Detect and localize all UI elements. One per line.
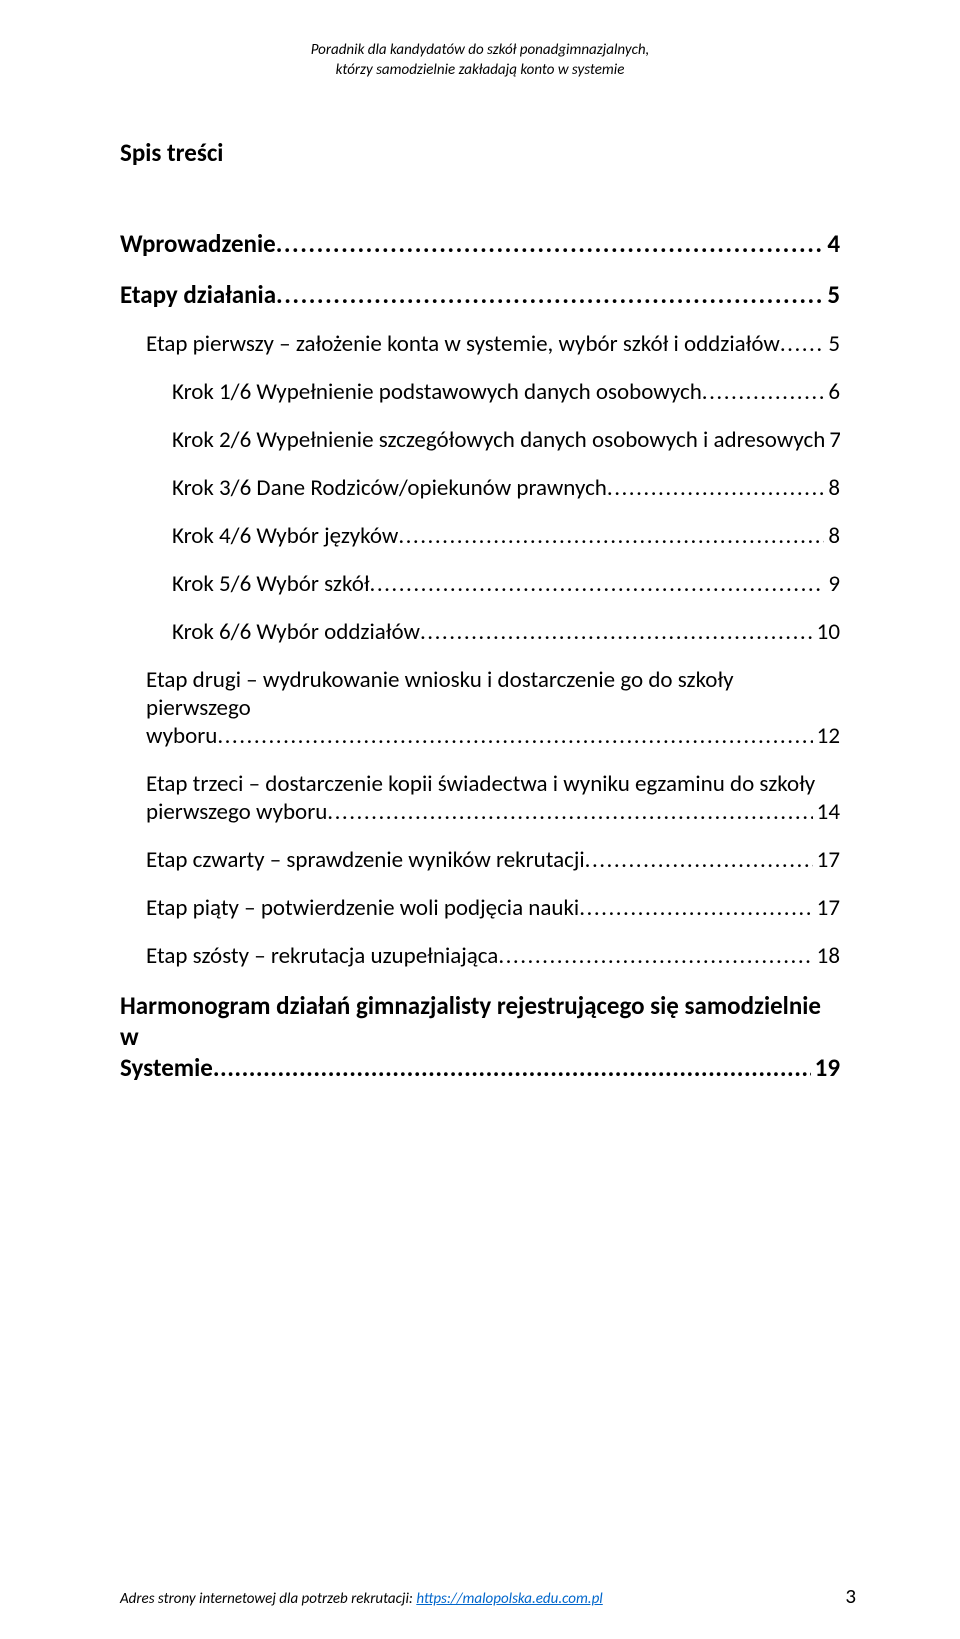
toc-entry-text-tail: pierwszego wyboru (146, 798, 327, 826)
footer-label: Adres strony internetowej dla potrzeb re… (120, 1590, 416, 1608)
toc-entry[interactable]: Etap pierwszy – założenie konta w system… (120, 330, 840, 358)
table-of-contents: Wprowadzenie 4 Etapy działania 5 Etap pierws… (120, 228, 840, 1083)
toc-entry-last-line: Systemie 19 (120, 1052, 840, 1083)
toc-leader-dots (276, 279, 823, 310)
page-header: Poradnik dla kandydatów do szkół ponadgi… (120, 40, 840, 81)
toc-entry[interactable]: Etap szósty – rekrutacja uzupełniająca 18 (120, 942, 840, 970)
toc-entry[interactable]: Krok 3/6 Dane Rodziców/opiekunów prawnyc… (120, 474, 840, 502)
toc-entry-page: 10 (813, 618, 840, 646)
toc-entry-text: Etap czwarty – sprawdzenie wyników rekru… (146, 846, 585, 874)
toc-entry-text: Wprowadzenie (120, 228, 276, 259)
toc-entry-text: Etap szósty – rekrutacja uzupełniająca (146, 942, 498, 970)
toc-leader-dots (607, 474, 824, 502)
toc-entry-text: Etap piąty – potwierdzenie woli podjęcia… (146, 894, 579, 922)
document-page: Poradnik dla kandydatów do szkół ponadgi… (0, 0, 960, 1639)
toc-leader-dots (276, 228, 824, 259)
toc-entry-page: 14 (813, 798, 840, 826)
toc-entry[interactable]: Etap trzeci – dostarczenie kopii świadec… (120, 770, 840, 826)
toc-entry[interactable]: Krok 4/6 Wybór języków 8 (120, 522, 840, 550)
toc-entry[interactable]: Etap piąty – potwierdzenie woli podjęcia… (120, 894, 840, 922)
page-footer: Adres strony internetowej dla potrzeb re… (120, 1583, 856, 1609)
toc-leader-dots (585, 846, 813, 874)
toc-entry-text-line: Etap trzeci – dostarczenie kopii świadec… (146, 770, 840, 798)
toc-entry-page: 8 (824, 474, 840, 502)
toc-leader-dots (217, 722, 812, 750)
toc-entry[interactable]: Etap czwarty – sprawdzenie wyników rekru… (120, 846, 840, 874)
toc-entry-text: Krok 3/6 Dane Rodziców/opiekunów prawnyc… (172, 474, 607, 502)
toc-entry-text-line: Etap drugi – wydrukowanie wniosku i dost… (146, 666, 840, 722)
toc-leader-dots (327, 798, 812, 826)
toc-entry-last-line: pierwszego wyboru 14 (146, 798, 840, 826)
toc-leader-dots (398, 522, 824, 550)
toc-entry-text: Krok 5/6 Wybór szkół (172, 570, 370, 598)
toc-leader-dots (370, 570, 825, 598)
toc-entry[interactable]: Krok 1/6 Wypełnienie podstawowych danych… (120, 378, 840, 406)
header-line-2: którzy samodzielnie zakładają konto w sy… (120, 60, 840, 80)
toc-entry-page: 19 (811, 1052, 840, 1083)
toc-entry[interactable]: Etapy działania 5 (120, 279, 840, 310)
toc-entry-text-line: Harmonogram działań gimnazjalisty rejest… (120, 990, 840, 1052)
toc-entry-page: 6 (824, 378, 840, 406)
toc-entry-page: 8 (824, 522, 840, 550)
section-title: Spis treści (120, 137, 840, 168)
toc-leader-dots (702, 378, 825, 406)
header-line-1: Poradnik dla kandydatów do szkół ponadgi… (120, 40, 840, 60)
toc-entry[interactable]: Etap drugi – wydrukowanie wniosku i dost… (120, 666, 840, 750)
toc-entry-page: 5 (824, 330, 840, 358)
toc-entry-text: Etap trzeci – dostarczenie kopii świadec… (146, 770, 840, 826)
toc-entry-page: 9 (824, 570, 840, 598)
toc-entry-page: 17 (813, 846, 840, 874)
toc-entry[interactable]: Wprowadzenie 4 (120, 228, 840, 259)
toc-entry-text: Harmonogram działań gimnazjalisty rejest… (120, 990, 840, 1083)
toc-entry-text-tail: wyboru (146, 722, 217, 750)
toc-entry-last-line: wyboru 12 (146, 722, 840, 750)
toc-leader-dots (498, 942, 812, 970)
footer-left: Adres strony internetowej dla potrzeb re… (120, 1590, 603, 1608)
toc-entry-text: Krok 1/6 Wypełnienie podstawowych danych… (172, 378, 702, 406)
toc-entry-page: 17 (813, 894, 840, 922)
toc-entry[interactable]: Harmonogram działań gimnazjalisty rejest… (120, 990, 840, 1083)
toc-entry[interactable]: Krok 2/6 Wypełnienie szczegółowych danyc… (120, 426, 840, 454)
toc-leader-dots (780, 330, 825, 358)
footer-link[interactable]: https://malopolska.edu.com.pl (416, 1590, 602, 1608)
toc-leader-dots (420, 618, 813, 646)
toc-entry-text: Krok 4/6 Wybór języków (172, 522, 398, 550)
toc-entry-text: Etap pierwszy – założenie konta w system… (146, 330, 780, 358)
toc-leader-dots (213, 1052, 811, 1083)
toc-entry-text-tail: Systemie (120, 1052, 213, 1083)
toc-entry-page: 4 (823, 228, 840, 259)
toc-entry[interactable]: Krok 6/6 Wybór oddziałów 10 (120, 618, 840, 646)
toc-entry-page: 18 (813, 942, 840, 970)
toc-entry[interactable]: Krok 5/6 Wybór szkół 9 (120, 570, 840, 598)
footer-page-number: 3 (845, 1583, 856, 1609)
toc-entry-page: 7 (825, 426, 840, 454)
toc-entry-text: Etapy działania (120, 279, 276, 310)
toc-entry-page: 5 (823, 279, 840, 310)
toc-entry-page: 12 (813, 722, 840, 750)
toc-leader-dots (579, 894, 812, 922)
toc-entry-text: Etap drugi – wydrukowanie wniosku i dost… (146, 666, 840, 750)
toc-entry-text: Krok 2/6 Wypełnienie szczegółowych danyc… (172, 426, 825, 454)
toc-entry-text: Krok 6/6 Wybór oddziałów (172, 618, 420, 646)
